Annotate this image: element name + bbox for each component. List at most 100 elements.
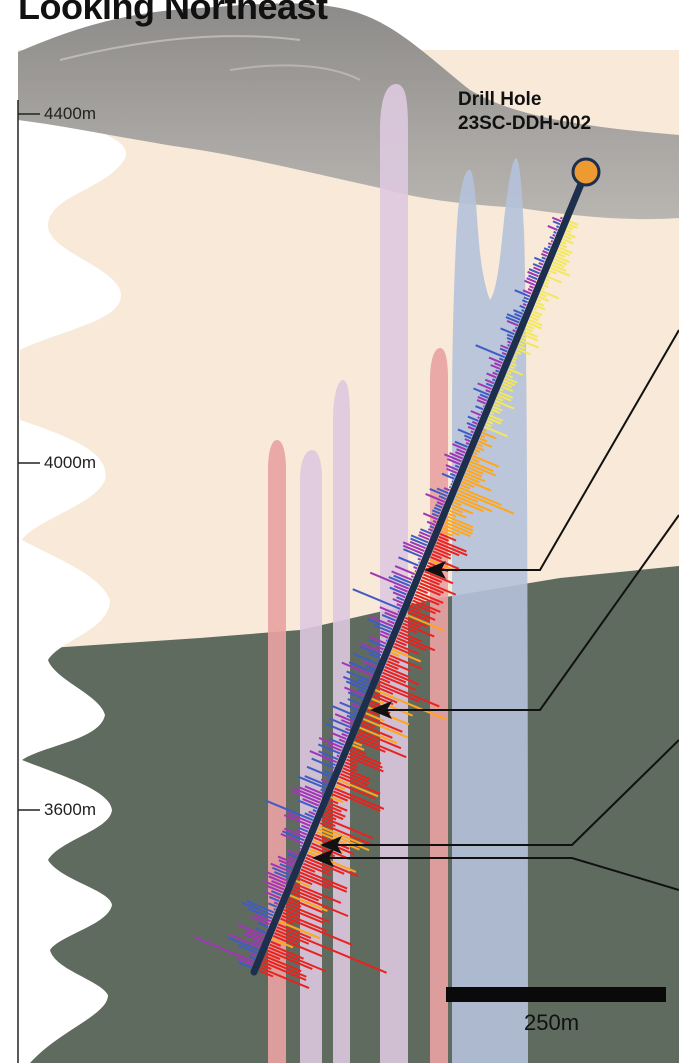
assay-bar xyxy=(344,686,365,697)
assay-bar xyxy=(247,907,273,920)
assay-bar xyxy=(391,648,422,663)
assay-bar xyxy=(541,287,545,290)
assay-bar xyxy=(519,304,526,310)
assay-bar xyxy=(547,245,551,249)
assay-bar xyxy=(332,790,381,812)
assay-bar xyxy=(358,729,402,750)
assay-bar xyxy=(366,709,379,716)
assay-bar xyxy=(408,608,436,621)
assay-bar xyxy=(328,801,348,812)
assay-bar xyxy=(551,216,562,223)
assay-bar xyxy=(465,442,470,445)
assay-bar xyxy=(387,619,395,625)
assay-bar xyxy=(283,827,306,839)
assay-bar xyxy=(455,451,465,457)
assay-bar xyxy=(521,309,525,312)
assay-bar xyxy=(394,565,416,576)
assay-bar xyxy=(435,503,443,509)
assay-bar xyxy=(504,376,518,384)
assay-bar xyxy=(472,454,500,468)
assay-bar xyxy=(455,495,493,513)
assay-bar xyxy=(348,661,375,674)
assay-bar xyxy=(318,737,344,749)
assay-bar xyxy=(318,825,364,846)
assay-bar xyxy=(380,630,390,636)
assay-bar xyxy=(522,302,527,307)
assay-bar xyxy=(376,659,380,662)
assay-bar xyxy=(515,350,522,355)
assay-bar xyxy=(443,487,450,492)
assay-bar xyxy=(396,637,427,652)
assay-bar xyxy=(383,668,420,686)
assay-bar xyxy=(467,425,476,431)
assay-bar xyxy=(564,232,576,239)
assay-bar xyxy=(511,359,517,363)
assay-bar xyxy=(193,936,255,963)
assay-bar xyxy=(477,382,492,391)
assay-bar xyxy=(463,434,472,440)
assay-bar xyxy=(330,796,344,804)
assay-bar xyxy=(278,859,294,868)
assay-bar xyxy=(397,634,436,652)
assay-bar xyxy=(500,344,509,350)
assay-bar xyxy=(338,775,381,795)
assay-bar xyxy=(373,624,392,633)
assay-bar xyxy=(308,848,323,856)
assay-bar xyxy=(538,295,550,302)
assay-bar xyxy=(556,225,560,229)
assay-bar xyxy=(377,683,421,703)
assay-bar xyxy=(464,438,471,443)
assay-bar xyxy=(512,329,516,333)
assay-bar xyxy=(296,829,308,836)
assay-bar xyxy=(346,714,356,720)
assay-bar xyxy=(368,638,386,648)
assay-bar xyxy=(484,425,508,438)
assay-bar xyxy=(478,440,493,448)
assay-bar xyxy=(553,258,568,266)
assay-bar xyxy=(494,362,502,367)
assay-bar xyxy=(248,952,257,957)
elevation-label-4000: 4000m xyxy=(44,453,96,472)
assay-bar xyxy=(345,680,368,691)
left-margin-edge xyxy=(0,60,127,1063)
assay-bar xyxy=(325,807,346,818)
assay-bar xyxy=(355,735,407,759)
assay-bar xyxy=(288,897,324,914)
assay-bar xyxy=(432,519,437,524)
assay-bar xyxy=(431,512,440,518)
assay-bar xyxy=(255,927,267,934)
assay-bar xyxy=(417,557,422,561)
assay-bar xyxy=(330,731,347,741)
assay-bar xyxy=(426,520,436,526)
assay-bar xyxy=(536,298,542,302)
assay-bar xyxy=(452,501,462,507)
assay-bar xyxy=(317,743,341,755)
assay-bar xyxy=(283,814,311,827)
assay-bar xyxy=(385,663,399,671)
assay-bar xyxy=(420,528,432,535)
assay-bar xyxy=(533,307,538,311)
assay-bar xyxy=(269,943,304,960)
assay-bar xyxy=(352,588,401,610)
assay-bar xyxy=(390,651,400,657)
assay-bar xyxy=(418,531,431,538)
assay-bar xyxy=(319,822,373,846)
assay-bar xyxy=(302,797,320,807)
assay-bar xyxy=(433,506,442,512)
assay-bar xyxy=(346,758,358,765)
assay-bar xyxy=(454,498,484,513)
assay-bar xyxy=(273,901,279,905)
assay-bar xyxy=(331,793,349,802)
assay-bar xyxy=(407,611,430,622)
assay-bar xyxy=(379,606,399,616)
assay-bar xyxy=(456,448,466,454)
assay-bar xyxy=(250,915,270,926)
assay-bar xyxy=(429,487,448,498)
assay-bar xyxy=(527,321,542,330)
assay-bar xyxy=(422,512,438,521)
assay-bar xyxy=(485,389,491,393)
assay-bar xyxy=(424,570,454,585)
assay-bar xyxy=(526,277,537,284)
assay-bar xyxy=(410,602,436,615)
assay-bar xyxy=(486,372,497,379)
